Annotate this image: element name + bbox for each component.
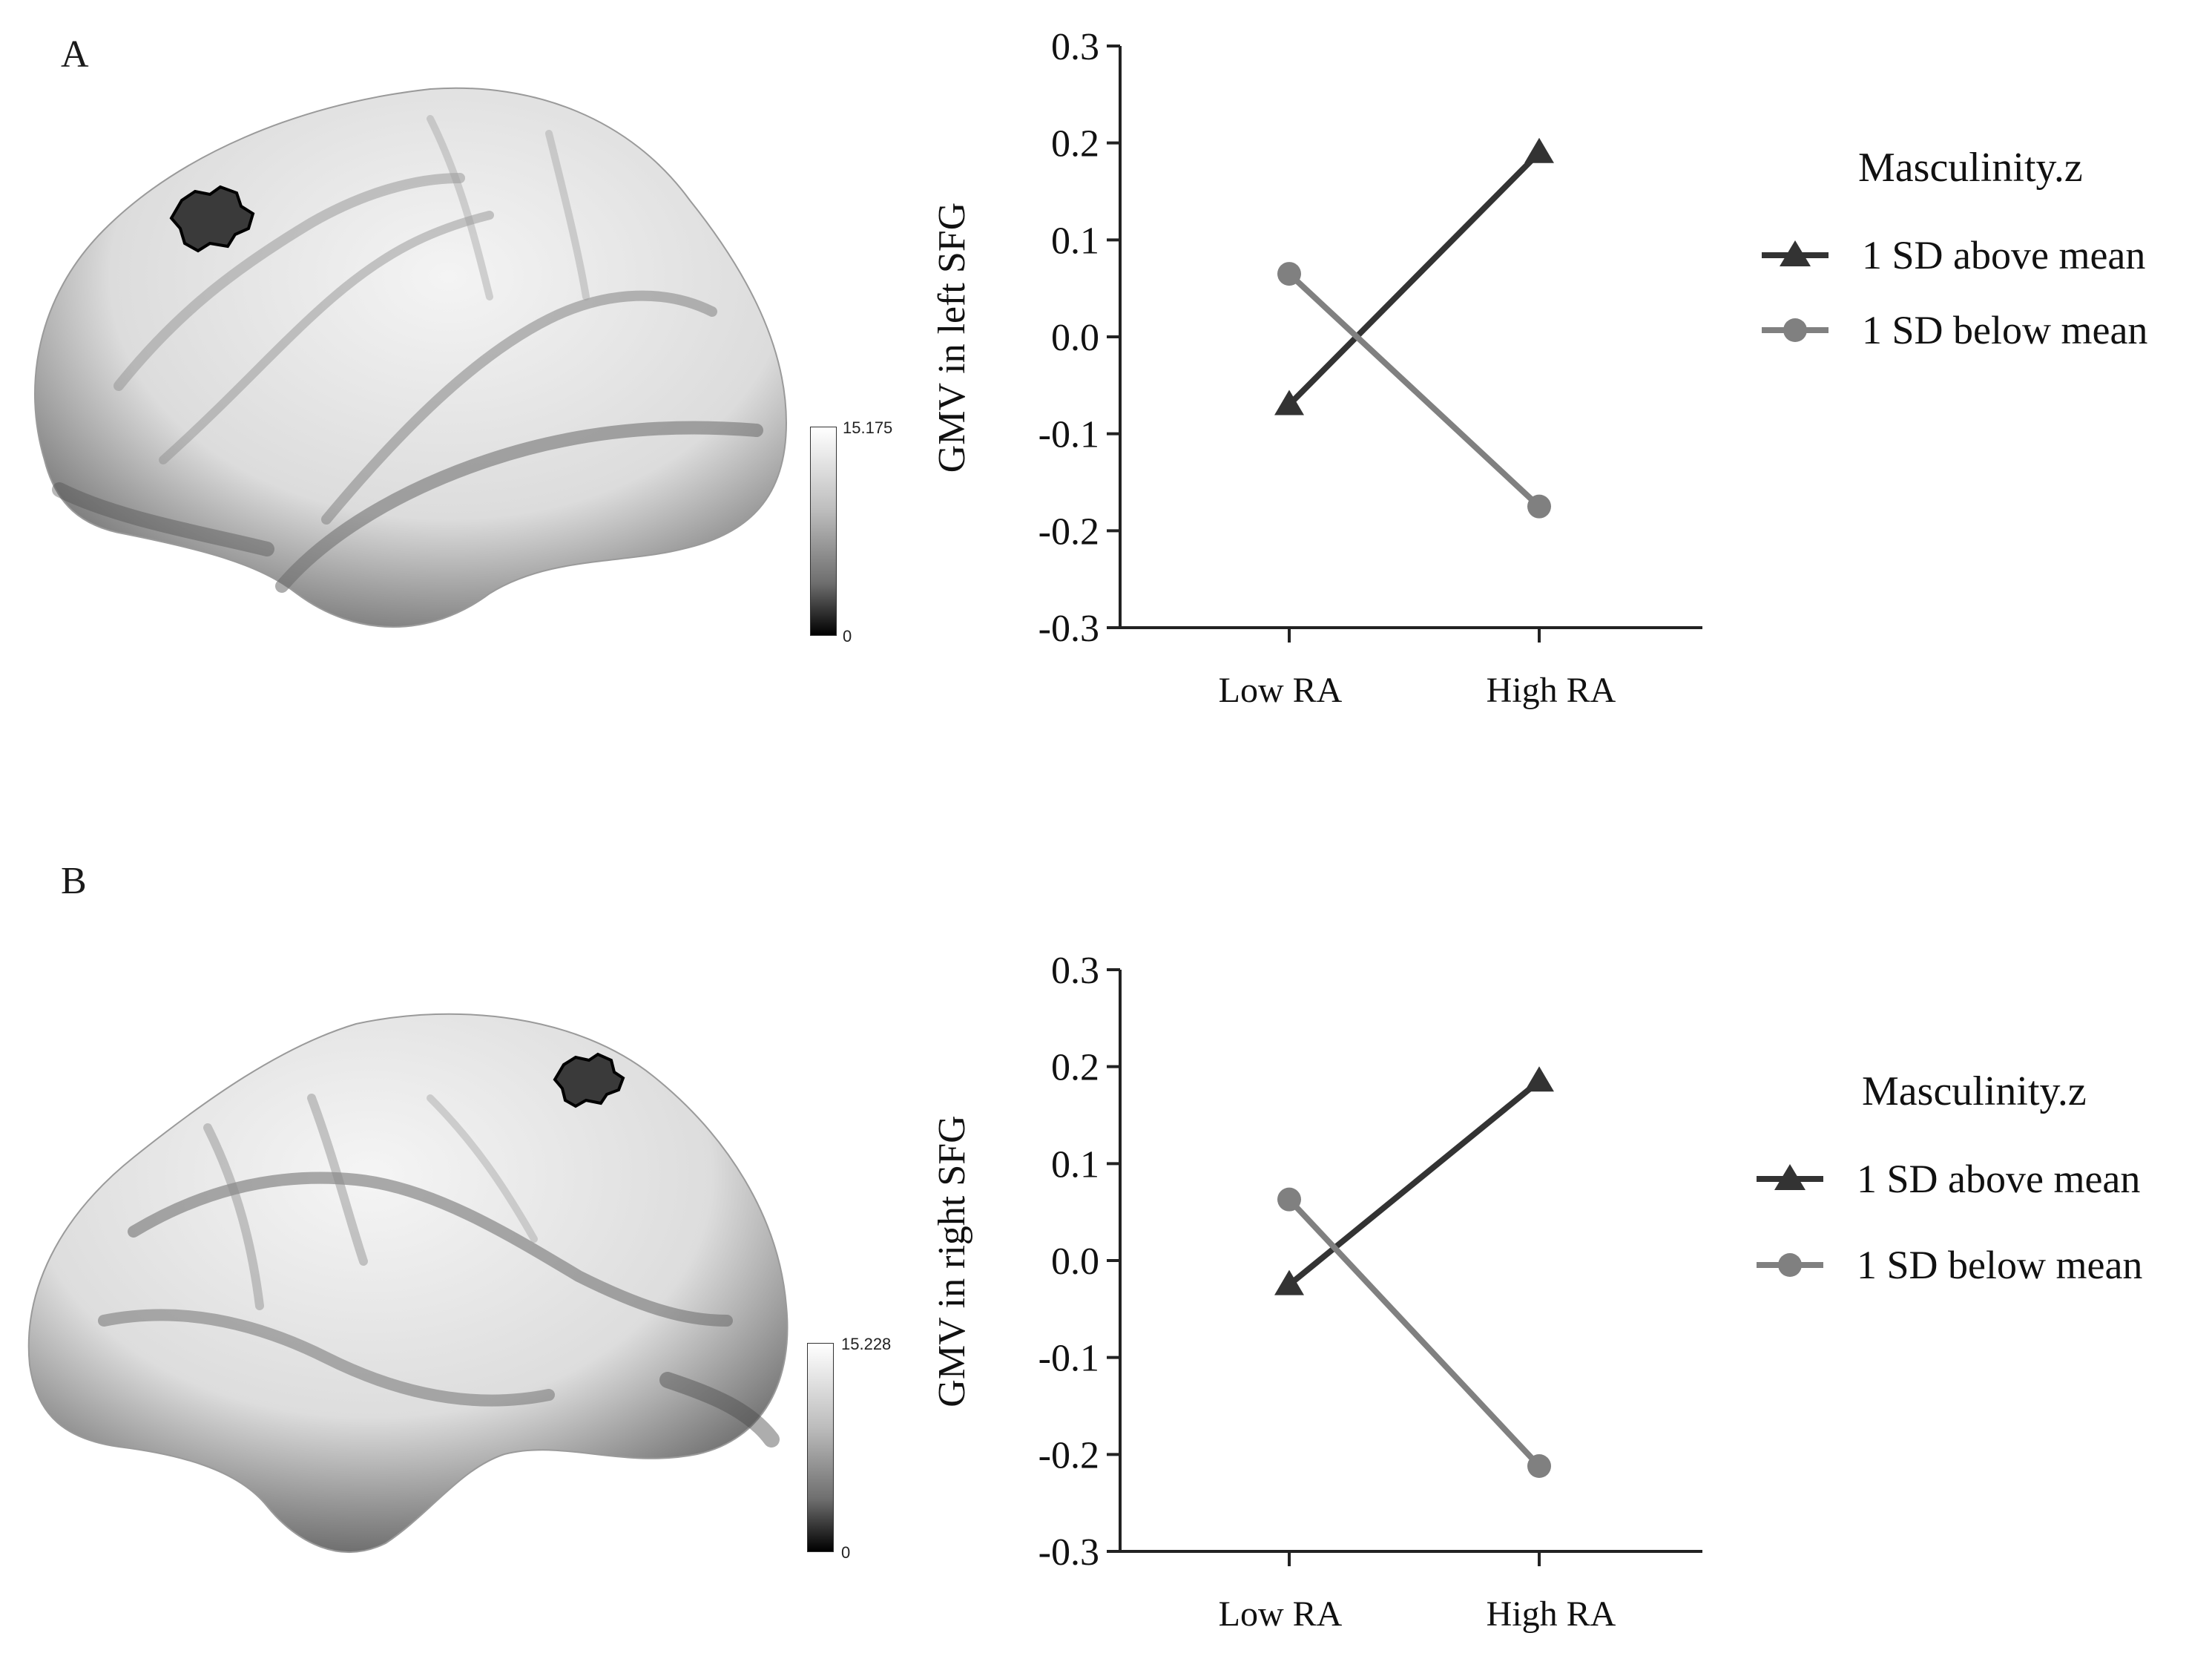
x-tick-label: High RA bbox=[1487, 1594, 1616, 1634]
legend-label-above: 1 SD above mean bbox=[1862, 233, 2145, 277]
legend-marker-triangle bbox=[1774, 1164, 1806, 1190]
data-point-triangle bbox=[1524, 137, 1554, 163]
brain-surface-left bbox=[34, 87, 788, 628]
legend-item-below: 1 SD below mean bbox=[1762, 308, 2147, 352]
series-line-below bbox=[1287, 1197, 1541, 1468]
panel-letter-a: A bbox=[61, 33, 89, 76]
data-point-circle bbox=[1527, 1454, 1551, 1479]
data-point-triangle bbox=[1274, 390, 1304, 415]
x-tick-label: Low RA bbox=[1219, 1594, 1343, 1634]
y-tick-label: -0.3 bbox=[1038, 608, 1099, 650]
data-point-circle bbox=[1527, 494, 1551, 519]
colorbar-b-max: 15.228 bbox=[841, 1335, 892, 1353]
colorbar-b-min: 0 bbox=[841, 1543, 851, 1562]
y-axis-label: GMV in right SFG bbox=[931, 1115, 973, 1407]
panel-letter-b: B bbox=[61, 860, 87, 902]
y-tick-label: 0.2 bbox=[1051, 1047, 1099, 1089]
y-tick-label: 0.1 bbox=[1051, 220, 1099, 262]
series-line-below bbox=[1287, 272, 1541, 509]
legend-title: Masculinity.z bbox=[1858, 145, 2083, 191]
series-line-above bbox=[1287, 150, 1541, 407]
colorbar-a-max: 15.175 bbox=[843, 418, 893, 437]
legend-title: Masculinity.z bbox=[1862, 1068, 2087, 1114]
interaction-chart-right-sfg: GMV in right SFG 0.3 0.2 0.1 0.0 -0.1 -0.2 -0.… bbox=[931, 950, 2142, 1634]
legend-label-below: 1 SD below mean bbox=[1857, 1243, 2142, 1287]
legend-marker-triangle bbox=[1780, 240, 1811, 266]
data-point-circle bbox=[1277, 1187, 1301, 1212]
colorbar-a-min: 0 bbox=[843, 627, 852, 645]
y-tick-label: 0.0 bbox=[1051, 1241, 1099, 1283]
legend-item-above: 1 SD above mean bbox=[1757, 1157, 2140, 1201]
series-line-above bbox=[1287, 1079, 1541, 1287]
legend-item-above: 1 SD above mean bbox=[1762, 233, 2145, 277]
brain-surface-right bbox=[27, 1013, 789, 1553]
legend-marker-circle bbox=[1778, 1253, 1802, 1277]
plot-area: 0.3 0.2 0.1 0.0 -0.1 -0.2 -0.3 Low RA High RA bbox=[1038, 26, 1702, 710]
y-axis-label: GMV in left SFG bbox=[931, 203, 973, 473]
y-tick-label: -0.2 bbox=[1038, 1434, 1099, 1476]
data-point-triangle bbox=[1274, 1269, 1304, 1295]
plot-area: 0.3 0.2 0.1 0.0 -0.1 -0.2 -0.3 Low RA High RA bbox=[1038, 950, 1702, 1634]
data-point-circle bbox=[1277, 262, 1301, 286]
y-tick-label: -0.1 bbox=[1038, 1338, 1099, 1380]
legend-label-above: 1 SD above mean bbox=[1857, 1157, 2140, 1201]
y-tick-label: 0.1 bbox=[1051, 1143, 1099, 1186]
legend-item-below: 1 SD below mean bbox=[1757, 1243, 2142, 1287]
y-tick-label: 0.2 bbox=[1051, 123, 1099, 165]
y-tick-label: -0.2 bbox=[1038, 510, 1099, 553]
y-tick-label: 0.0 bbox=[1051, 317, 1099, 359]
legend-label-below: 1 SD below mean bbox=[1862, 308, 2147, 352]
y-tick-label: 0.3 bbox=[1051, 950, 1099, 992]
y-tick-label: -0.1 bbox=[1038, 414, 1099, 456]
legend-marker-circle bbox=[1783, 318, 1807, 342]
colorbar-b bbox=[807, 1343, 834, 1552]
colorbar-a bbox=[810, 427, 837, 636]
x-tick-label: High RA bbox=[1487, 671, 1616, 710]
y-tick-label: -0.3 bbox=[1038, 1531, 1099, 1574]
data-point-triangle bbox=[1524, 1066, 1554, 1092]
x-tick-label: Low RA bbox=[1219, 671, 1343, 710]
y-tick-label: 0.3 bbox=[1051, 26, 1099, 68]
interaction-chart-left-sfg: GMV in left SFG 0.3 0.2 0.1 0.0 -0.1 -0.2 -0.3… bbox=[931, 26, 2147, 710]
